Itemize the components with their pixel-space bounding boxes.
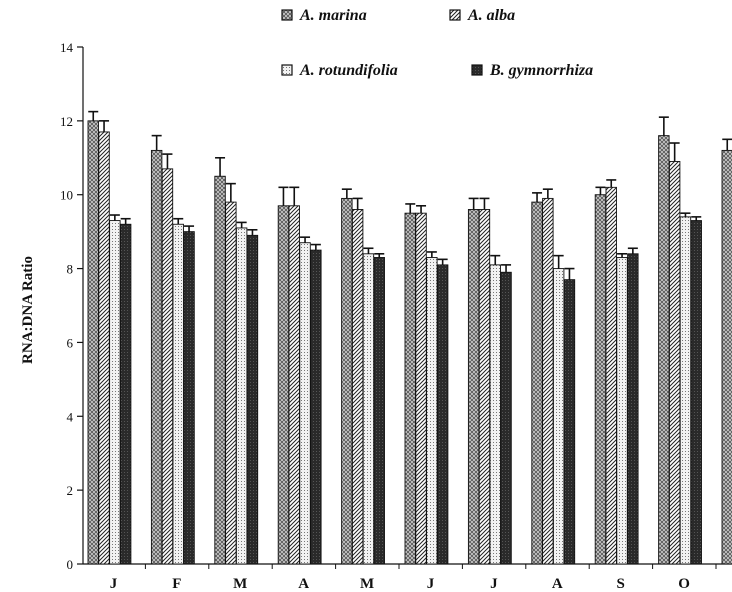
bar [658, 135, 670, 565]
legend-label: A. rotundifolia [299, 62, 398, 79]
x-category-label: S [616, 576, 624, 592]
y-tick-label: 6 [67, 335, 74, 350]
bar [594, 194, 607, 565]
bar [161, 168, 174, 565]
bar [351, 209, 364, 565]
x-category-label: M [360, 576, 374, 592]
bar [721, 149, 732, 565]
bar [373, 257, 385, 565]
y-axis-label: RNA:DNA Ratio [20, 256, 36, 364]
x-category-label: F [172, 576, 181, 592]
bar [299, 242, 311, 565]
y-tick-label: 2 [67, 483, 74, 498]
y-tick-label: 10 [60, 188, 73, 203]
bar [690, 220, 702, 565]
bar [341, 197, 353, 565]
bar [109, 220, 121, 565]
bar [563, 279, 576, 565]
legend-label: B. gymnorrhiza [489, 62, 593, 79]
bar [489, 264, 501, 565]
y-tick-label: 12 [60, 114, 73, 129]
bar [277, 205, 290, 565]
bar [426, 257, 438, 565]
bar [616, 257, 628, 565]
bar [98, 131, 110, 565]
bar [183, 231, 195, 565]
legend-label: A. alba [467, 7, 515, 24]
bar [87, 120, 99, 565]
bar [214, 175, 226, 565]
bar [627, 253, 639, 565]
bar [172, 223, 184, 565]
y-tick-label: 8 [67, 262, 74, 277]
bar [235, 227, 248, 565]
y-tick-label: 4 [67, 409, 74, 424]
bar [500, 271, 512, 565]
x-category-label: J [110, 576, 118, 592]
bar [679, 216, 692, 565]
y-tick-label: 0 [67, 557, 74, 572]
x-category-label: A [298, 576, 309, 592]
bar [531, 201, 543, 565]
legend-swatch [471, 64, 483, 76]
legend-swatch [449, 9, 461, 21]
bar [552, 268, 565, 565]
bar [478, 209, 491, 565]
legend-swatch [281, 9, 293, 21]
x-category-label: M [233, 576, 247, 592]
bar [288, 205, 300, 565]
bar [119, 223, 132, 565]
bar [225, 201, 237, 565]
x-category-label: J [427, 576, 435, 592]
bar [542, 197, 554, 565]
bar [668, 161, 681, 565]
bar [467, 209, 480, 565]
bar [362, 253, 375, 565]
x-category-label: A [552, 576, 563, 592]
y-tick-label: 14 [60, 40, 74, 55]
x-category-label: O [678, 576, 690, 592]
bar [436, 264, 449, 565]
bar [605, 186, 617, 565]
legend-label: A. marina [299, 7, 367, 24]
bar [246, 234, 259, 565]
bar [404, 212, 416, 565]
bar [310, 249, 322, 565]
x-category-label: J [490, 576, 498, 592]
legend-swatch [281, 64, 293, 76]
bar [150, 149, 163, 565]
bar [415, 212, 427, 565]
